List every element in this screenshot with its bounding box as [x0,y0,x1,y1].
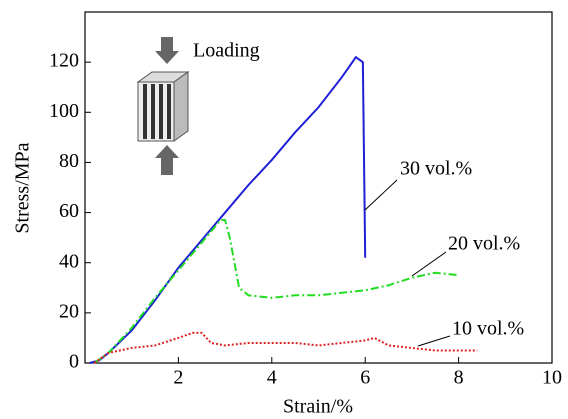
plot-frame [84,11,553,364]
x-axis-label: Strain/% [283,396,353,418]
label-leader [411,251,447,277]
loading-icon [136,37,190,175]
loading-label: Loading [193,40,260,62]
label-leader [417,335,451,347]
y-tick-label: 60 [59,200,79,222]
y-axis-label: Stress/MPa [12,142,34,233]
series-label: 10 vol.% [452,318,524,340]
x-tick-label: 2 [173,367,183,389]
x-tick-label: 8 [454,367,464,389]
data-line [93,331,478,364]
y-tick-label: 40 [59,250,79,272]
x-tick-label: 6 [360,367,370,389]
y-tick-label: 80 [59,150,79,172]
series-label: 30 vol.% [400,158,472,180]
x-tick-label: 4 [267,367,277,389]
y-tick-label: 100 [49,100,79,122]
y-tick-label: 0 [69,351,79,373]
label-leader [364,179,398,211]
data-line [93,219,459,364]
y-tick-label: 120 [49,50,79,72]
y-tick-label: 20 [59,300,79,322]
series-label: 20 vol.% [448,233,520,255]
x-tick-label: 10 [542,367,562,389]
data-line [89,55,367,364]
